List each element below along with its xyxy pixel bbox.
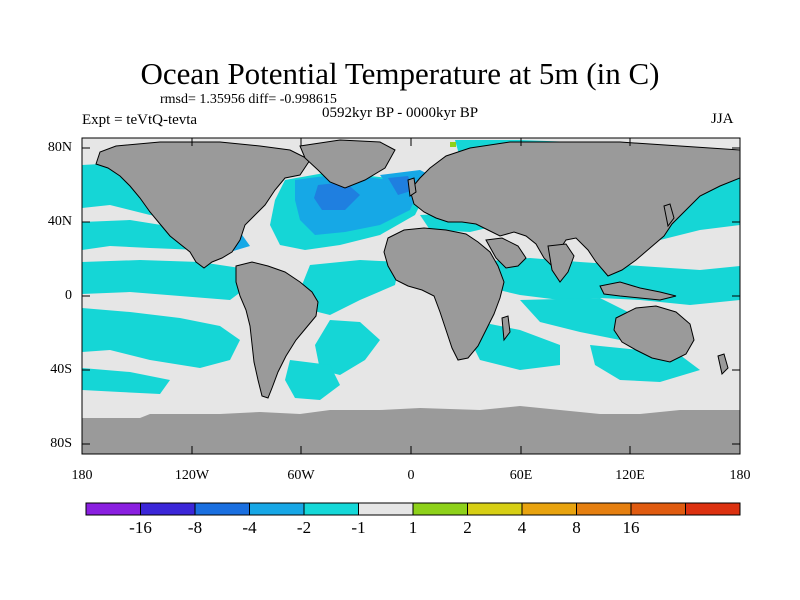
map-ticks — [81, 138, 741, 454]
lon-label: 60W — [287, 468, 315, 483]
colorbar-label: 16 — [622, 518, 640, 537]
lon-label: 180 — [729, 468, 751, 483]
landmass-madagascar — [501, 315, 511, 342]
landmass-africa — [383, 227, 505, 361]
colorbar — [85, 502, 741, 516]
colorbar-label: -8 — [187, 518, 203, 537]
colorbar-swatch — [412, 502, 468, 516]
colorbar-label: 4 — [517, 518, 527, 537]
colorbar-swatch — [358, 502, 414, 516]
period-label: 0592kyr BP - 0000kyr BP — [322, 105, 479, 121]
colorbar-label: 8 — [572, 518, 581, 537]
lon-label: 60E — [509, 468, 533, 483]
landmass-eurasia — [409, 141, 740, 277]
colorbar-swatch — [249, 502, 305, 516]
land-masses — [95, 139, 740, 399]
experiment-label: Expt = teVtQ-tevta — [82, 112, 198, 128]
colorbar-swatch — [467, 502, 523, 516]
landmass-uk — [407, 177, 417, 197]
stats-text: rmsd= 1.35956 diff= -0.998615 — [160, 92, 337, 107]
colorbar-swatch — [521, 502, 577, 516]
colorbar-label: -16 — [129, 518, 152, 537]
colorbar-swatch — [576, 502, 632, 516]
lon-label: 120E — [615, 468, 645, 483]
colorbar-swatch — [303, 502, 359, 516]
lat-label: 40N — [47, 214, 72, 229]
polar-band-south — [82, 406, 740, 454]
colorbar-swatch — [85, 502, 141, 516]
season-label: JJA — [711, 111, 734, 127]
lon-label: 0 — [407, 468, 415, 483]
lat-label: 40S — [50, 362, 72, 377]
landmass-new-zealand — [717, 353, 729, 375]
map-title: Ocean Potential Temperature at 5m (in C) — [140, 56, 660, 91]
map-field — [82, 138, 740, 454]
colorbar-label: 1 — [408, 518, 418, 537]
landmass-australia — [613, 305, 695, 363]
landmass-india — [547, 243, 575, 283]
landmass-indonesia — [599, 281, 677, 301]
colorbar-swatch — [140, 502, 196, 516]
landmass-japan — [663, 203, 675, 228]
landmass-south-america — [235, 261, 319, 399]
lat-label: 80S — [50, 436, 72, 451]
colorbar-label: -1 — [351, 518, 366, 537]
anomaly-positive-patch — [450, 142, 456, 147]
lon-label: 120W — [174, 468, 210, 483]
colorbar-swatch — [685, 502, 741, 516]
colorbar-label: -2 — [296, 518, 312, 537]
colorbar-label: -4 — [242, 518, 257, 537]
lon-label: 180 — [71, 468, 93, 483]
lat-label: 80N — [47, 140, 72, 155]
landmass-arabia — [485, 237, 527, 269]
landmass-greenland — [299, 139, 396, 189]
lat-label: 0 — [65, 288, 72, 303]
colorbar-swatch — [194, 502, 250, 516]
colorbar-swatch — [630, 502, 686, 516]
colorbar-label: 2 — [463, 518, 472, 537]
